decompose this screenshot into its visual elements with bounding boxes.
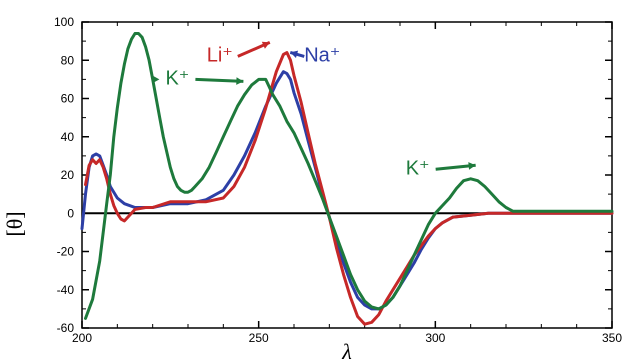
annotation-arrowhead-0-1 bbox=[236, 77, 244, 85]
y-tick-label: 60 bbox=[61, 92, 75, 106]
y-tick-label: 0 bbox=[67, 206, 74, 220]
series-line-1 bbox=[84, 51, 614, 326]
x-tick-label: 250 bbox=[249, 331, 269, 345]
y-tick-label: 20 bbox=[61, 168, 75, 182]
annotation-layer: K⁺ Li⁺ Na⁺ K⁺ bbox=[152, 41, 476, 180]
annotation-arrow-0-1 bbox=[195, 77, 244, 83]
annotation-arrowhead-3-0 bbox=[468, 162, 476, 170]
annotation-label-3: K⁺ bbox=[406, 158, 430, 180]
x-axis-label: λ bbox=[341, 339, 352, 362]
axis-ticks: 200 250 300 350 -60 -40 -20 0 20 40 60 80 100 bbox=[54, 15, 622, 345]
annotation-label-1: Li⁺ bbox=[207, 45, 233, 67]
annotation-arrowhead-1-0 bbox=[261, 41, 270, 49]
x-tick-label: 200 bbox=[72, 331, 92, 345]
series-line-0 bbox=[80, 70, 614, 311]
annotation-arrowhead-2-0 bbox=[290, 50, 299, 59]
annotation-label-0: K⁺ bbox=[165, 68, 189, 90]
series-line-2 bbox=[84, 32, 614, 320]
x-tick-label: 350 bbox=[602, 331, 622, 345]
y-tick-label: 100 bbox=[54, 15, 74, 29]
y-axis-label: [θ] bbox=[2, 211, 27, 236]
series-layer bbox=[80, 32, 614, 326]
annotation-arrowhead-0-0 bbox=[152, 75, 160, 84]
y-tick-label: 40 bbox=[61, 130, 75, 144]
annotation-label-2: Na⁺ bbox=[304, 45, 340, 67]
y-tick-label: -40 bbox=[57, 283, 75, 297]
y-tick-label: 80 bbox=[61, 53, 75, 67]
x-tick-label: 300 bbox=[425, 331, 445, 345]
y-tick-label: -20 bbox=[57, 245, 75, 259]
y-tick-label: -60 bbox=[57, 321, 75, 335]
